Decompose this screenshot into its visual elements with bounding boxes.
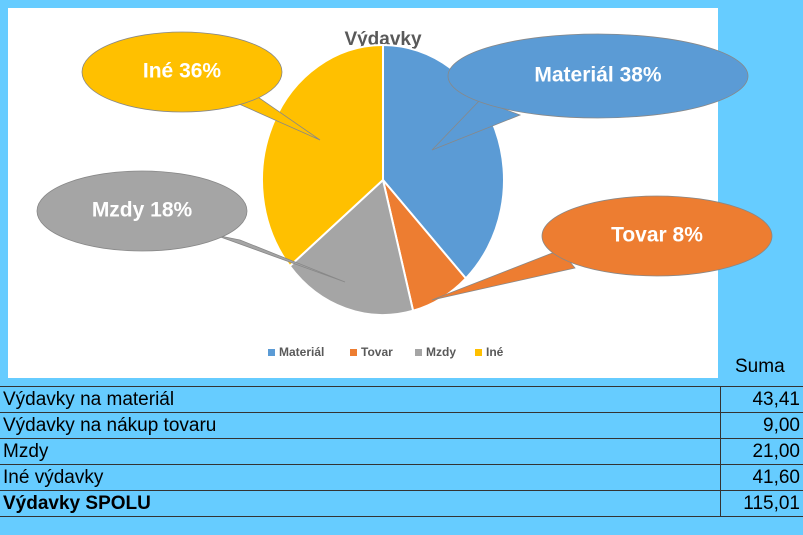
cell-label: Mzdy [0,438,721,465]
cell-label: Výdavky na materiál [0,386,721,413]
cell-value: 41,60 [720,464,803,491]
table-row: Iné výdavky 41,60 [0,464,803,491]
legend-label: Iné [486,345,504,359]
cell-value: 115,01 [720,490,803,517]
legend-swatch [475,349,482,356]
cell-label: Iné výdavky [0,464,721,491]
column-header: Suma [735,356,785,377]
callout [36,170,248,252]
legend-swatch [350,349,357,356]
cell-value: 43,41 [720,386,803,413]
table: Výdavky na materiál 43,41 Výdavky na nákup… [0,386,803,517]
cell-label: Výdavky na nákup tovaru [0,412,721,439]
legend-label: Tovar [361,345,393,359]
callout-pointer [214,234,346,283]
data-label: Tovar 8% [611,224,703,247]
table-row: Mzdy 21,00 [0,438,803,465]
table-row: Výdavky na materiál 43,41 [0,386,803,413]
table-row: Výdavky SPOLU 115,01 [0,490,803,517]
cell-value: 21,00 [720,438,803,465]
legend-swatch [415,349,422,356]
callout [447,33,749,119]
pie-slice [288,178,415,316]
table-row: Výdavky na nákup tovaru 9,00 [0,412,803,439]
data-label: Materiál 38% [534,64,662,87]
data-label: Mzdy 18% [92,199,193,222]
chart: Výdavky Materiál 38% Tovar 8% Mzdy 18% Iné … [8,8,773,378]
pie-slice [261,43,384,268]
legend-swatch [268,349,275,356]
cell-label: Výdavky SPOLU [0,490,721,517]
cell-value: 9,00 [720,412,803,439]
legend-label: Mzdy [426,345,456,359]
pie-slice [382,43,505,280]
callout [81,31,283,113]
data-label: Iné 36% [143,60,222,83]
chart-title: Výdavky [344,29,422,50]
callout [541,195,773,277]
legend-label: Materiál [279,345,324,359]
